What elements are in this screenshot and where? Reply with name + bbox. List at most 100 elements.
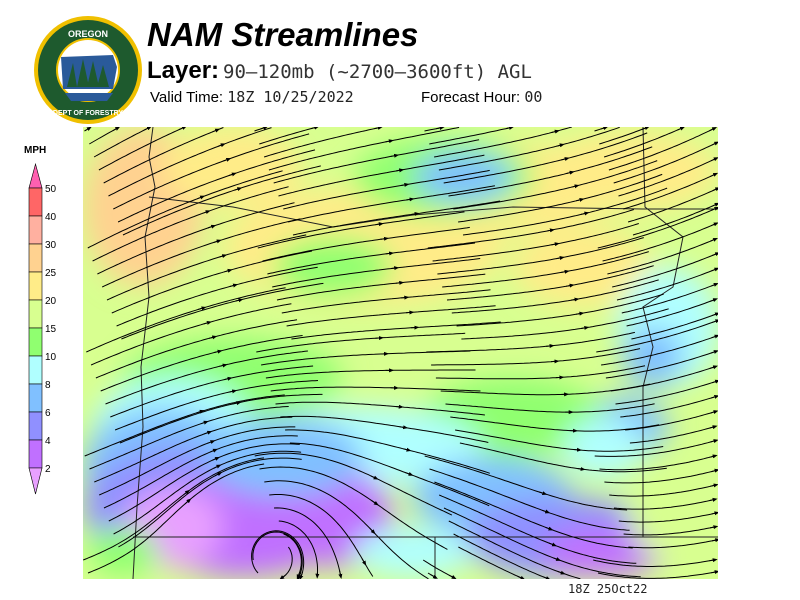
streamline <box>265 369 476 379</box>
streamline <box>288 185 496 223</box>
streamline-arrow <box>260 127 269 130</box>
streamline <box>285 429 490 474</box>
legend-label: 10 <box>45 352 57 363</box>
streamline-arrow <box>399 425 409 430</box>
shading-region <box>513 227 653 307</box>
streamline-arrow <box>546 343 555 348</box>
streamline <box>263 127 381 158</box>
streamline <box>108 443 300 522</box>
streamline-arrow <box>712 319 718 324</box>
streamline <box>267 242 476 275</box>
streamline-arrow <box>552 557 562 561</box>
streamline <box>443 132 648 184</box>
streamline <box>431 348 641 366</box>
streamline-arrow <box>430 574 438 579</box>
forecast-hour-label: Forecast Hour: <box>421 89 521 106</box>
streamline-arrow <box>234 187 243 192</box>
streamline-arrow <box>712 187 718 192</box>
streamline <box>446 265 654 301</box>
streamline <box>429 468 630 531</box>
streamline-arrow <box>182 489 190 496</box>
streamline-arrow <box>214 471 223 477</box>
streamline <box>434 127 572 158</box>
streamline <box>98 127 185 171</box>
streamline <box>594 439 717 457</box>
streamline-arrow <box>224 268 233 273</box>
streamline <box>599 127 648 145</box>
streamline-arrow <box>546 228 555 233</box>
streamline-arrow <box>571 184 580 189</box>
streamline <box>122 165 321 236</box>
streamline-arrow <box>144 127 152 131</box>
streamline-arrow <box>369 527 376 535</box>
streamline-arrow <box>338 570 343 579</box>
streamline <box>438 127 620 171</box>
streamline-arrow <box>299 571 304 579</box>
streamline-arrow <box>641 127 650 131</box>
streamline <box>283 169 490 210</box>
legend-swatch <box>28 355 43 385</box>
streamline-arrow <box>581 211 590 216</box>
streamline-arrow <box>709 365 718 370</box>
streamline <box>278 154 485 197</box>
streamline <box>113 450 302 535</box>
streamline <box>455 429 664 452</box>
streamline-arrow <box>505 127 515 130</box>
streamline <box>432 223 639 262</box>
streamline-arrow <box>556 143 565 148</box>
streamline-arrow <box>711 202 718 207</box>
streamline-arrow <box>405 472 414 476</box>
streamline <box>273 507 342 577</box>
streamline <box>596 319 718 353</box>
streamline <box>106 234 307 301</box>
streamline <box>623 526 717 536</box>
legend-swatch <box>28 383 43 413</box>
streamline-arrow <box>542 576 551 579</box>
streamline <box>97 202 295 275</box>
streamline <box>453 160 658 210</box>
streamline <box>105 350 308 405</box>
color-legend: 50 40 30 25 20 15 10 8 6 4 2 <box>28 162 57 495</box>
streamline <box>251 530 305 578</box>
streamline-arrow <box>677 127 686 131</box>
streamline <box>275 401 485 416</box>
streamline-arrow <box>395 168 405 173</box>
streamline-arrow <box>709 298 718 303</box>
streamline-arrow <box>235 298 244 303</box>
streamline <box>626 298 716 327</box>
streamline-arrow <box>548 542 558 547</box>
streamline <box>117 149 316 223</box>
streamline-arrow <box>228 389 238 394</box>
streamline-arrow <box>551 242 560 247</box>
streamline-arrow <box>361 558 367 566</box>
legend-label: 40 <box>45 212 57 223</box>
legend-label: 15 <box>45 324 57 335</box>
streamline <box>456 293 664 327</box>
streamline <box>280 415 489 443</box>
streamline-arrow <box>213 239 222 244</box>
streamline-arrow <box>403 447 412 452</box>
streamline <box>270 386 481 392</box>
svg-text:OREGON: OREGON <box>68 29 108 39</box>
streamline-arrow <box>710 350 718 354</box>
streamline-arrow <box>571 297 580 302</box>
streamline-arrow <box>223 157 232 162</box>
streamline-arrow <box>196 409 205 414</box>
streamline <box>256 332 466 353</box>
streamline-arrow <box>279 574 287 579</box>
streamline <box>261 350 471 366</box>
streamline <box>87 463 265 574</box>
streamline-arrow <box>184 498 192 505</box>
streamline-arrow <box>400 182 410 187</box>
streamline <box>442 251 649 288</box>
streamline <box>276 273 486 301</box>
streamline-arrow <box>573 447 582 452</box>
streamline <box>605 350 717 379</box>
legend-label: 25 <box>45 268 57 279</box>
streamline <box>259 466 448 550</box>
streamline <box>593 559 716 567</box>
streamline-arrow <box>390 153 400 158</box>
streamline <box>90 303 292 366</box>
legend-swatch <box>28 299 43 329</box>
shading-region <box>88 527 158 577</box>
